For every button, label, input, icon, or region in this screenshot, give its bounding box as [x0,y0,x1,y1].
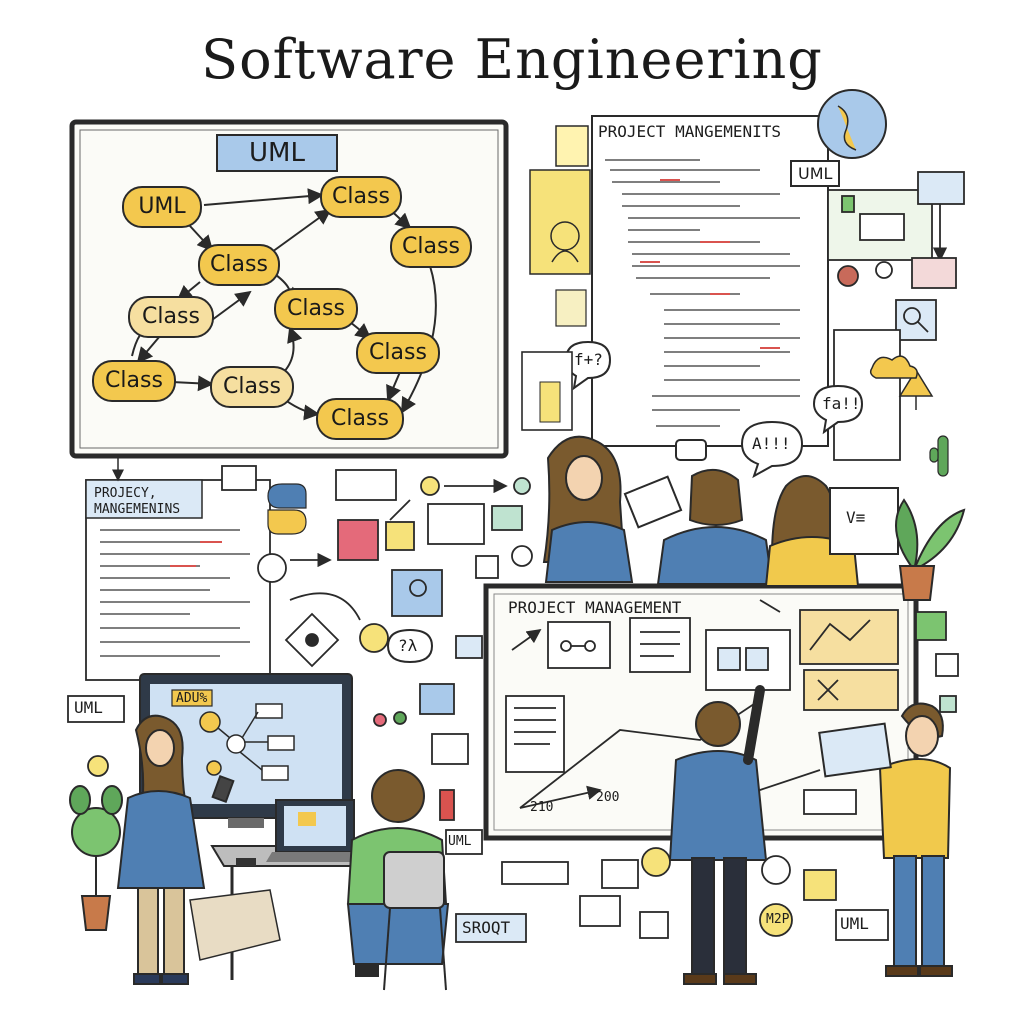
class-node: Class [356,332,440,374]
paper-pile [189,889,281,961]
uml-node: UML [122,186,202,228]
bottom-notes [67,611,959,943]
person-man-whiteboard [668,685,768,985]
cactus-icon [929,435,949,477]
person-man-back [656,469,774,585]
plant-right-icon [895,498,966,601]
screen-tag-text: ADU% [176,691,208,706]
class-node: Class [128,296,214,338]
sticky-note-text: SROQT [462,918,511,937]
class-node: Class [390,226,472,268]
uml-tag-bottom-note: UML [448,834,472,849]
pm-document [591,115,829,447]
class-node: Class [320,176,402,218]
cloud-icon [869,355,918,379]
pm-notepad [85,456,271,681]
uml-tag-top-right: UML [790,160,841,187]
badge-text: M2P [766,912,790,927]
pm-whiteboard-title: PROJECT MANAGEMENT [508,598,682,617]
whiteboard-axis-label: 210 [530,800,554,815]
pm-document-title: PROJECT MANGEMENITS [598,122,782,141]
uml-board-header: UML [216,134,338,172]
python-logo-icon [267,483,307,535]
person-woman-phone [116,714,235,985]
lamp-icon [898,368,934,410]
speech-bubble-text: fa!! [822,394,861,413]
person-woman-tablet [542,435,683,583]
whiteboard-axis-label: 200 [596,790,620,805]
speech-bubble-text: ?λ [398,636,418,655]
globe-icon [817,89,887,159]
page-title: Software Engineering [201,28,823,91]
uml-tag-left: UML [74,698,103,717]
class-node: Class [274,288,358,330]
right-diagram-panel [827,171,965,461]
pm-notepad-title-line2: MANGEMENINS [94,502,181,517]
class-node: Class [198,244,280,286]
class-node: Class [92,360,176,402]
sticky-notes-top [529,125,591,327]
scroll-icon [539,381,561,423]
pm-notepad-title-line1: PROJECY, [94,486,157,501]
person-man-yellow [818,702,953,977]
person-man-laptop [346,769,450,991]
class-node: Class [316,398,404,440]
centre-doodles [221,465,533,821]
speech-bubble-text: f+? [574,350,603,369]
plant-left-icon [69,785,123,931]
class-node: Class [210,366,294,408]
desk-laptop [210,799,392,980]
uml-tag-bottom-right: UML [840,914,869,933]
speech-bubble-text: A!!! [752,434,791,453]
monitor-right-text: V≡ [846,508,866,527]
